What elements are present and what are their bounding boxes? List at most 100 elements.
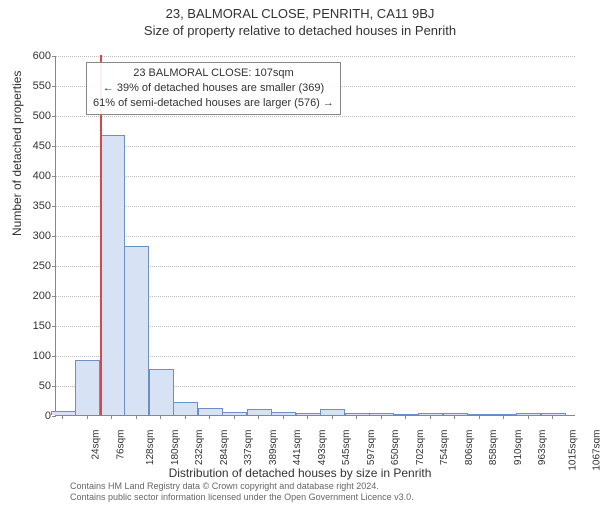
xtick-mark xyxy=(111,415,112,419)
xtick-label: 1067sqm xyxy=(592,430,600,471)
xtick-mark xyxy=(552,415,553,419)
histogram-bar xyxy=(345,413,370,415)
histogram-bar xyxy=(247,409,272,415)
xtick-mark xyxy=(62,415,63,419)
ytick-label: 0 xyxy=(11,410,51,422)
histogram-bar xyxy=(75,360,100,415)
footer-line2: Contains public sector information licen… xyxy=(70,492,414,503)
ytick-mark xyxy=(52,176,56,177)
xtick-mark xyxy=(258,415,259,419)
xtick-label: 754sqm xyxy=(439,430,450,466)
histogram-bar xyxy=(173,402,198,415)
histogram-bar xyxy=(467,414,492,415)
xtick-mark xyxy=(283,415,284,419)
xtick-mark xyxy=(454,415,455,419)
ytick-label: 450 xyxy=(11,140,51,152)
xtick-label: 1015sqm xyxy=(567,430,578,471)
ytick-label: 550 xyxy=(11,80,51,92)
xtick-mark xyxy=(479,415,480,419)
ytick-mark xyxy=(52,56,56,57)
xtick-label: 389sqm xyxy=(268,430,279,466)
annotation-line: 61% of semi-detached houses are larger (… xyxy=(93,96,334,111)
gridline xyxy=(56,56,575,57)
histogram-bar xyxy=(541,413,566,415)
xtick-label: 963sqm xyxy=(537,430,548,466)
ytick-mark xyxy=(52,296,56,297)
ytick-mark xyxy=(52,356,56,357)
gridline xyxy=(56,116,575,117)
annotation-line: ← 39% of detached houses are smaller (36… xyxy=(93,81,334,96)
annotation-box: 23 BALMORAL CLOSE: 107sqm← 39% of detach… xyxy=(86,62,341,115)
xtick-label: 128sqm xyxy=(145,430,156,466)
xtick-label: 232sqm xyxy=(194,430,205,466)
xtick-label: 493sqm xyxy=(317,430,328,466)
xtick-label: 910sqm xyxy=(513,430,524,466)
histogram-bar xyxy=(369,413,394,415)
ytick-label: 100 xyxy=(11,350,51,362)
ytick-label: 600 xyxy=(11,50,51,62)
histogram-bar xyxy=(516,413,541,415)
gridline xyxy=(56,146,575,147)
xtick-mark xyxy=(160,415,161,419)
ytick-mark xyxy=(52,146,56,147)
xtick-mark xyxy=(528,415,529,419)
ytick-label: 400 xyxy=(11,170,51,182)
histogram-bar xyxy=(222,412,247,415)
ytick-mark xyxy=(52,326,56,327)
annotation-line: 23 BALMORAL CLOSE: 107sqm xyxy=(93,66,334,81)
footer-line1: Contains HM Land Registry data © Crown c… xyxy=(70,481,414,492)
xtick-mark xyxy=(87,415,88,419)
page-title-line1: 23, BALMORAL CLOSE, PENRITH, CA11 9BJ xyxy=(0,6,600,21)
plot-area: 05010015020025030035040045050055060024sq… xyxy=(55,56,575,416)
xtick-label: 24sqm xyxy=(91,430,102,460)
histogram-bar xyxy=(296,413,321,415)
histogram-bar xyxy=(149,369,174,415)
xtick-mark xyxy=(332,415,333,419)
ytick-mark xyxy=(52,206,56,207)
xtick-label: 180sqm xyxy=(170,430,181,466)
xtick-mark xyxy=(503,415,504,419)
ytick-label: 50 xyxy=(11,380,51,392)
page-title-line2: Size of property relative to detached ho… xyxy=(0,23,600,38)
ytick-label: 200 xyxy=(11,290,51,302)
xtick-mark xyxy=(430,415,431,419)
ytick-mark xyxy=(52,416,56,417)
ytick-label: 500 xyxy=(11,110,51,122)
histogram-bar xyxy=(320,409,345,415)
xtick-label: 76sqm xyxy=(115,430,126,460)
ytick-mark xyxy=(52,386,56,387)
xtick-mark xyxy=(185,415,186,419)
xtick-mark xyxy=(234,415,235,419)
xtick-label: 650sqm xyxy=(390,430,401,466)
xtick-mark xyxy=(356,415,357,419)
ytick-mark xyxy=(52,266,56,267)
histogram-bar xyxy=(443,413,468,415)
ytick-label: 350 xyxy=(11,200,51,212)
histogram-bar xyxy=(271,412,296,415)
xtick-label: 597sqm xyxy=(366,430,377,466)
ytick-mark xyxy=(52,116,56,117)
ytick-label: 150 xyxy=(11,320,51,332)
xtick-mark xyxy=(381,415,382,419)
xtick-label: 858sqm xyxy=(488,430,499,466)
ytick-mark xyxy=(52,236,56,237)
histogram-chart: 05010015020025030035040045050055060024sq… xyxy=(55,56,575,416)
xtick-label: 284sqm xyxy=(219,430,230,466)
xtick-label: 337sqm xyxy=(243,430,254,466)
histogram-bar xyxy=(198,408,223,415)
xtick-mark xyxy=(209,415,210,419)
histogram-bar xyxy=(418,413,443,415)
histogram-bar xyxy=(394,414,419,415)
histogram-bar xyxy=(51,411,76,415)
gridline xyxy=(56,206,575,207)
xtick-label: 545sqm xyxy=(341,430,352,466)
ytick-label: 300 xyxy=(11,230,51,242)
xtick-mark xyxy=(307,415,308,419)
xtick-label: 441sqm xyxy=(292,430,303,466)
xtick-mark xyxy=(405,415,406,419)
x-axis-title: Distribution of detached houses by size … xyxy=(0,466,600,480)
xtick-mark xyxy=(136,415,137,419)
ytick-label: 250 xyxy=(11,260,51,272)
xtick-label: 702sqm xyxy=(415,430,426,466)
ytick-mark xyxy=(52,86,56,87)
